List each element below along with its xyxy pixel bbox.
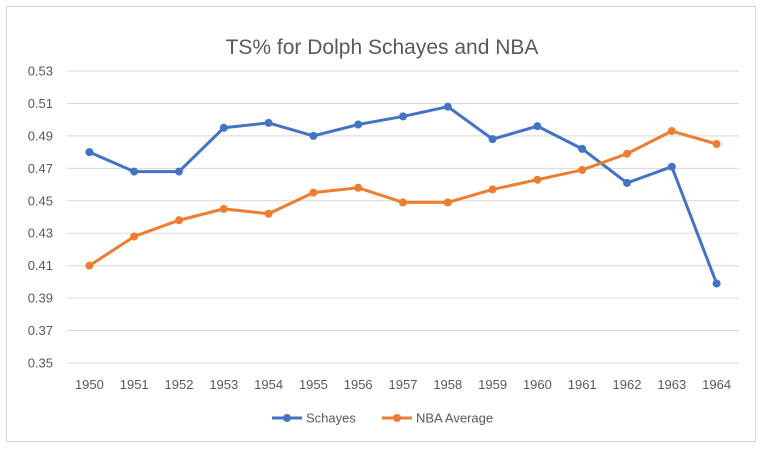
- x-tick-label: 1960: [523, 377, 552, 392]
- y-tick-label: 0.35: [28, 356, 53, 371]
- x-tick-label: 1957: [389, 377, 418, 392]
- x-axis: 1950 1951 1952 1953 1954 1955 1956 1957 1958 1959…: [75, 377, 731, 392]
- y-tick-label: 0.53: [28, 64, 53, 79]
- data-point: [578, 165, 587, 174]
- legend: Schayes NBA Average: [272, 411, 493, 426]
- y-tick-label: 0.49: [28, 128, 53, 143]
- x-tick-label: 1964: [702, 377, 731, 392]
- x-tick-label: 1963: [657, 377, 686, 392]
- legend-item: NBA Average: [382, 411, 493, 426]
- x-tick-label: 1956: [344, 377, 373, 392]
- data-point: [712, 279, 721, 288]
- data-point: [219, 123, 228, 132]
- y-tick-label: 0.45: [28, 193, 53, 208]
- x-tick-label: 1959: [478, 377, 507, 392]
- data-point: [533, 175, 542, 184]
- legend-item: Schayes: [272, 411, 356, 426]
- data-point: [533, 122, 542, 131]
- x-tick-label: 1958: [433, 377, 462, 392]
- data-point: [443, 102, 452, 111]
- data-point: [443, 198, 452, 207]
- data-point: [264, 118, 273, 127]
- data-point: [309, 131, 318, 140]
- data-point: [712, 140, 721, 148]
- data-point: [488, 185, 497, 194]
- data-point: [354, 183, 363, 192]
- x-tick-label: 1962: [613, 377, 642, 392]
- data-point: [264, 209, 273, 218]
- data-point: [623, 149, 631, 158]
- y-tick-label: 0.41: [28, 258, 53, 273]
- data-point: [130, 167, 139, 176]
- data-point: [130, 232, 139, 241]
- data-point: [219, 204, 228, 213]
- data-point: [85, 148, 94, 157]
- y-tick-label: 0.39: [28, 291, 53, 306]
- line-chart: TS% for Dolph Schayes and NBA 0.350.370.…: [28, 36, 739, 426]
- legend-marker: [393, 414, 401, 422]
- data-point: [578, 144, 587, 153]
- data-point: [175, 167, 183, 176]
- series-line-0: [87, 105, 719, 286]
- chart-title: TS% for Dolph Schayes and NBA: [226, 36, 539, 59]
- y-tick-label: 0.37: [28, 323, 53, 338]
- data-point: [309, 188, 318, 197]
- data-point: [175, 216, 183, 225]
- x-tick-label: 1950: [75, 377, 104, 392]
- data-point: [399, 198, 407, 207]
- legend-label: Schayes: [306, 411, 356, 426]
- legend-marker: [283, 414, 291, 422]
- data-point: [399, 112, 407, 121]
- y-axis: 0.35 0.37 0.39 0.41 0.43 0.45 0.47 0.49 0.51 0.53: [28, 64, 53, 371]
- x-tick-label: 1955: [299, 377, 328, 392]
- x-tick-label: 1952: [165, 377, 194, 392]
- data-point: [667, 162, 676, 171]
- y-tick-label: 0.51: [28, 96, 53, 111]
- data-point: [488, 135, 497, 144]
- data-point: [354, 120, 363, 129]
- data-point: [85, 261, 94, 270]
- data-point: [623, 178, 631, 187]
- x-tick-label: 1954: [254, 377, 283, 392]
- series-line-1: [87, 129, 719, 268]
- y-tick-label: 0.43: [28, 226, 53, 241]
- y-tick-label: 0.47: [28, 161, 53, 176]
- series-lines: [85, 102, 721, 288]
- x-tick-label: 1961: [568, 377, 597, 392]
- x-tick-label: 1953: [209, 377, 238, 392]
- data-point: [667, 127, 676, 136]
- x-tick-label: 1951: [120, 377, 149, 392]
- chart-area: TS% for Dolph Schayes and NBA 0.35 0.37 0.…: [6, 6, 756, 442]
- legend-label: NBA Average: [416, 411, 493, 426]
